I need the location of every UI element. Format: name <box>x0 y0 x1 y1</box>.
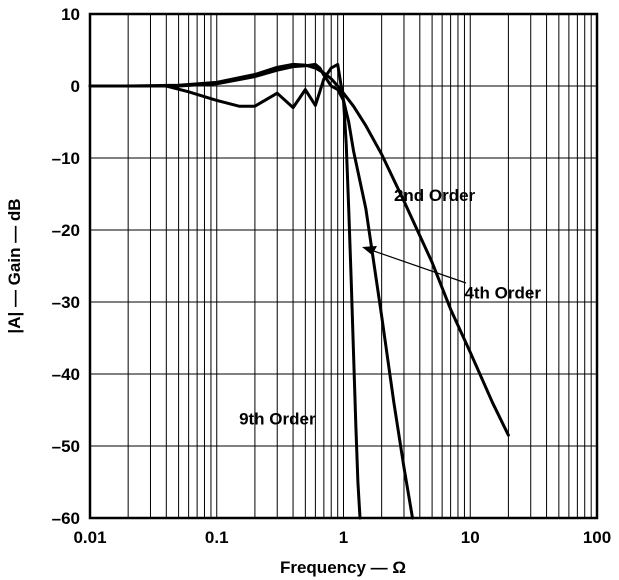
x-tick-label: 10 <box>461 528 480 547</box>
y-tick-label: –10 <box>52 149 80 168</box>
x-tick-label: 0.1 <box>205 528 229 547</box>
x-axis-label: Frequency — Ω <box>280 558 406 577</box>
x-tick-label: 0.01 <box>73 528 106 547</box>
series-layer <box>88 62 510 520</box>
y-tick-label: –30 <box>52 293 80 312</box>
y-axis-label: |A| — Gain — dB <box>5 198 24 333</box>
grid <box>89 13 597 519</box>
annotations: 2nd Order 4th Order 9th Order <box>239 186 541 428</box>
annotation-arrow-head <box>362 246 377 255</box>
y-tick-label: –20 <box>52 221 80 240</box>
annotation-9th-order: 9th Order <box>239 409 316 428</box>
y-tick-label: 0 <box>71 77 80 96</box>
x-tick-label: 100 <box>583 528 611 547</box>
series-line-4th-order <box>88 62 414 520</box>
y-tick-label: –50 <box>52 437 80 456</box>
annotation-arrow-line <box>367 248 467 284</box>
annotation-4th-order: 4th Order <box>464 283 541 302</box>
series-line-2nd-order <box>88 62 510 437</box>
y-axis-ticks: 10 0 –10 –20 –30 –40 –50 –60 <box>52 5 80 528</box>
y-tick-label: –60 <box>52 509 80 528</box>
plot-frame <box>88 12 599 520</box>
series-line-9th-order <box>88 62 362 520</box>
y-tick-label: 10 <box>61 5 80 24</box>
y-tick-label: –40 <box>52 365 80 384</box>
x-tick-label: 1 <box>339 528 348 547</box>
annotation-2nd-order: 2nd Order <box>394 186 476 205</box>
x-axis-ticks: 0.01 0.1 1 10 100 <box>73 528 611 547</box>
